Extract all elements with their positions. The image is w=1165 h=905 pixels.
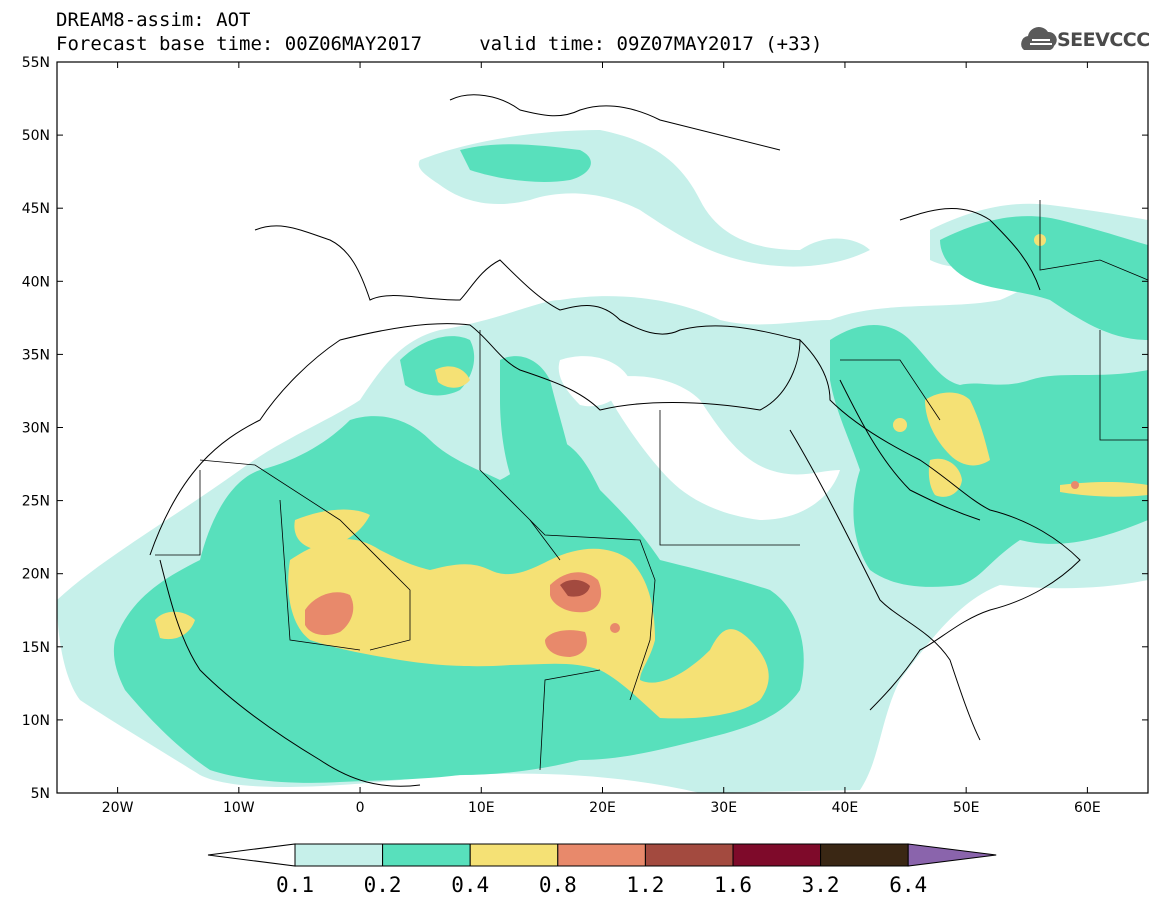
colorbar-segment bbox=[732, 843, 822, 867]
cloud-logo-icon bbox=[1021, 27, 1057, 50]
colorbar-segment bbox=[644, 843, 734, 867]
lon-label: 10E bbox=[468, 800, 495, 816]
colorbar-label: 0.8 bbox=[538, 873, 577, 897]
map-subtitle: Forecast base time: 00Z06MAY2017 valid t… bbox=[56, 33, 823, 55]
lat-label: 10N bbox=[22, 713, 50, 729]
colorbar-label: 0.2 bbox=[363, 873, 402, 897]
colorbar-segment bbox=[382, 843, 471, 867]
lat-label: 15N bbox=[22, 640, 50, 656]
colorbar-segment bbox=[294, 843, 384, 867]
colorbar-label: 6.4 bbox=[889, 873, 928, 897]
colorbar-label: 1.2 bbox=[626, 873, 665, 897]
colorbar-segment bbox=[820, 843, 909, 867]
lat-label: 5N bbox=[31, 786, 50, 802]
lon-label: 20W bbox=[102, 800, 134, 816]
colorbar-max-arrow bbox=[907, 843, 997, 867]
aot-contour-1.2 bbox=[560, 579, 590, 597]
lon-label: 40E bbox=[832, 800, 859, 816]
lon-label: 0 bbox=[356, 800, 365, 816]
lat-label: 50N bbox=[22, 128, 50, 144]
lon-label: 30E bbox=[710, 800, 737, 816]
colorbar-segment bbox=[557, 843, 646, 867]
colorbar-min-arrow bbox=[207, 843, 296, 867]
lat-label: 40N bbox=[22, 274, 50, 290]
colorbar-label: 0.4 bbox=[451, 873, 490, 897]
aot-contour-0.8 bbox=[305, 481, 1079, 657]
colorbar bbox=[207, 843, 997, 867]
lon-label: 60E bbox=[1074, 800, 1101, 816]
lat-label: 45N bbox=[22, 201, 50, 217]
lat-label: 55N bbox=[22, 55, 50, 71]
colorbar-label: 1.6 bbox=[714, 873, 752, 897]
lat-label: 30N bbox=[22, 421, 50, 437]
aot-contour-0.4 bbox=[155, 234, 1148, 719]
latitude-axis: 55N 50N 45N 40N 35N 30N 25N 20N 15N 10N 5N bbox=[22, 55, 1148, 802]
logo-text: SEEVCCC bbox=[1057, 29, 1150, 51]
colorbar-segment bbox=[469, 843, 559, 867]
lat-label: 20N bbox=[22, 567, 50, 583]
lon-label: 10W bbox=[223, 800, 255, 816]
map-title: DREAM8-assim: AOT bbox=[56, 9, 251, 31]
lon-label: 20E bbox=[589, 800, 616, 816]
colorbar-label: 3.2 bbox=[801, 873, 840, 897]
lat-label: 25N bbox=[22, 494, 50, 510]
longitude-axis: 20W 10W 0 10E 20E 30E 40E 50E 60E bbox=[102, 62, 1101, 816]
lon-label: 50E bbox=[953, 800, 980, 816]
lat-label: 35N bbox=[22, 347, 50, 363]
coastlines bbox=[149, 94, 1081, 787]
colorbar-label: 0.1 bbox=[276, 873, 314, 897]
country-borders bbox=[155, 200, 1148, 771]
